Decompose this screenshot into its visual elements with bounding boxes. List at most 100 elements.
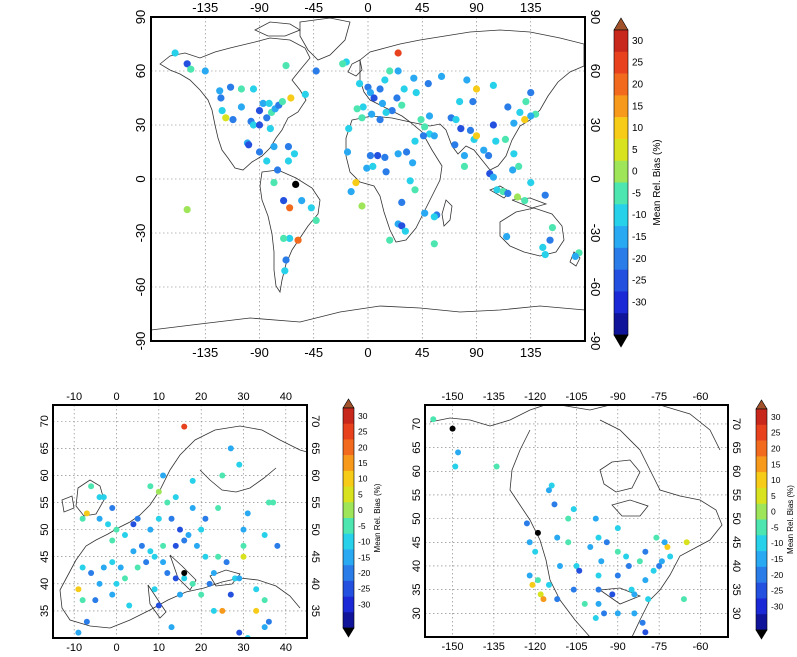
colorbar-tick-label: -5 (771, 522, 779, 532)
station-marker (587, 544, 594, 551)
station-marker (493, 463, 500, 470)
colorbar-tick-label: -5 (358, 521, 366, 531)
station-marker (160, 559, 167, 566)
station-marker (343, 148, 352, 156)
station-marker (595, 572, 602, 579)
station-marker (661, 539, 668, 546)
world-map: -135 -135 -90 -90 -45 -45 0 0 45 45 90 90 135 135 90 90… (133, 0, 603, 360)
lon-tick-label-top: -75 (651, 391, 667, 403)
colorbar-segment (614, 247, 628, 270)
colorbar-tick-label: -5 (632, 188, 641, 199)
station-marker (513, 193, 522, 201)
station-marker (614, 548, 621, 555)
colorbar-tick-label: 25 (358, 427, 368, 437)
station-marker (364, 83, 372, 91)
station-marker (100, 494, 107, 501)
lat-tick-label-left: 90 (133, 10, 148, 24)
station-marker (457, 125, 465, 133)
station-marker (202, 553, 209, 560)
lat-tick-label-right: -60 (588, 278, 603, 297)
lat-tick-label-right: 65 (309, 442, 321, 454)
colorbar-segment (614, 291, 628, 314)
colorbar-tick-label: 15 (358, 458, 368, 468)
colorbar-under-triangle (755, 629, 768, 640)
station-marker (355, 80, 364, 88)
lat-tick-label-right: 50 (309, 524, 321, 536)
colorbar-tick-label: 0 (632, 167, 638, 178)
colorbar-tick-label: 15 (632, 101, 644, 112)
station-marker (168, 624, 175, 631)
station-marker (237, 103, 246, 111)
lat-tick-label-left: 70 (39, 415, 51, 427)
station-marker (642, 577, 649, 584)
station-marker (229, 116, 237, 124)
station-marker (492, 137, 500, 145)
lon-tick-label-top: -45 (304, 0, 323, 15)
station-marker (401, 227, 409, 235)
station-marker (359, 103, 367, 111)
colorbar-segment (614, 30, 628, 53)
station-marker (402, 148, 411, 156)
station-marker (287, 94, 295, 102)
station-marker (345, 125, 353, 133)
colorbar-tick-label: 5 (358, 489, 363, 499)
station-marker (79, 564, 86, 571)
lon-tick-label-bottom: 90 (469, 345, 483, 360)
colorbar-segment (756, 424, 767, 441)
station-marker (160, 472, 167, 479)
station-marker (570, 506, 577, 513)
station-marker (134, 564, 141, 571)
colorbar-segment (614, 204, 628, 227)
colorbar-segment (614, 313, 628, 336)
station-marker (522, 98, 530, 106)
station-marker (376, 116, 384, 124)
station-marker (273, 166, 282, 174)
station-marker (449, 425, 456, 432)
lon-tick-label-bottom: -45 (304, 345, 323, 360)
lat-tick-label-left: -90 (133, 332, 148, 351)
lon-tick-label-bottom: -135 (192, 345, 218, 360)
station-marker (603, 539, 610, 546)
station-marker (411, 137, 419, 145)
station-marker (121, 532, 128, 539)
station-marker (540, 596, 547, 603)
station-marker (236, 575, 243, 582)
colorbar-segment (614, 95, 628, 118)
station-marker (282, 256, 290, 264)
station-marker (270, 179, 278, 187)
station-marker (278, 98, 287, 106)
station-marker (452, 463, 459, 470)
lon-tick-label-top: -135 (192, 0, 218, 15)
lat-tick-label-left: 55 (39, 496, 51, 508)
station-marker (529, 581, 536, 588)
colorbar-title: Mean Rel. Bias (%) (786, 485, 795, 554)
lat-tick-label-right: 60 (309, 469, 321, 481)
lat-tick-label-left: 65 (411, 441, 423, 453)
station-marker (210, 607, 217, 614)
lat-tick-label-right: -30 (588, 224, 603, 243)
lon-tick-label-bottom: 20 (195, 642, 207, 654)
colorbar-tick-label: 5 (771, 491, 776, 501)
station-marker (636, 558, 643, 565)
station-marker (292, 180, 300, 188)
lat-tick-label-right: 30 (730, 607, 742, 619)
station-marker (198, 526, 205, 533)
station-marker (623, 553, 630, 560)
station-marker (215, 504, 222, 511)
station-marker (358, 114, 366, 122)
station-marker (249, 121, 258, 129)
station-marker (298, 197, 306, 205)
world-axis-ticks: -135 -135 -90 -90 -45 -45 0 0 45 45 90 90 135 135 90 90… (133, 0, 603, 360)
station-marker (463, 76, 471, 84)
lon-tick-label-top: 45 (415, 0, 429, 15)
colorbar-segment (343, 596, 354, 613)
lat-tick-label-left: 30 (411, 607, 423, 619)
station-marker (614, 525, 621, 532)
colorbar-title: Mean Rel. Bias (%) (373, 483, 382, 552)
europe-map: -10 -10 0 0 10 10 20 20 30 30 40 40 70 70 65 65 60 60 55 55… (39, 391, 321, 654)
station-marker (534, 577, 541, 584)
station-marker (236, 461, 243, 468)
station-marker (631, 591, 638, 598)
lon-tick-label-top: -60 (693, 391, 709, 403)
colorbar-segment (343, 486, 354, 503)
